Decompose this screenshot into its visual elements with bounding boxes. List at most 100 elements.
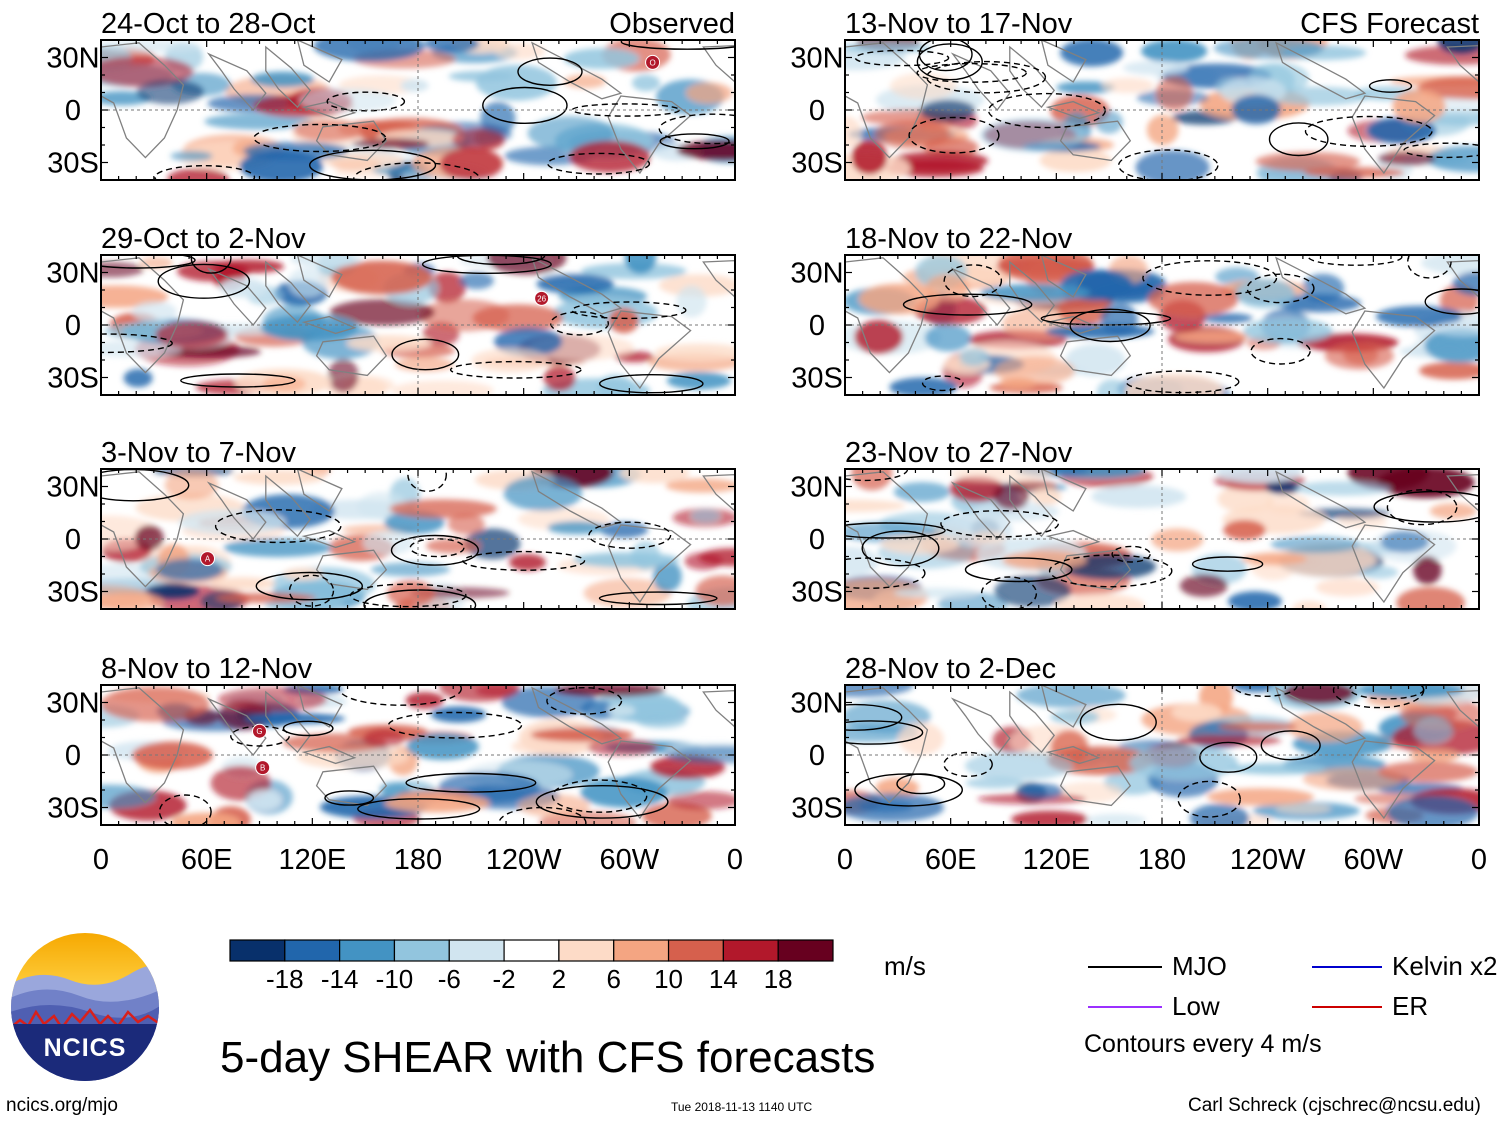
- colorbar-swatch: [339, 939, 396, 962]
- continent-outline: [296, 255, 343, 298]
- shear-cell: [1265, 479, 1300, 495]
- y-tick-label: 0: [65, 95, 81, 127]
- coastlines: [101, 469, 735, 604]
- mjo-contour-negative: [921, 375, 964, 392]
- shear-cell: [448, 70, 514, 82]
- continent-outline: [607, 95, 692, 175]
- shear-cell: [157, 345, 262, 359]
- panel-source-label: CFS Forecast: [1300, 8, 1479, 40]
- footer-credit: Carl Schreck (cjschrec@ncsu.edu): [1188, 1095, 1481, 1116]
- shear-cell: [101, 686, 210, 722]
- logo-text: NCICS: [44, 1034, 127, 1062]
- legend-line-kelvin: [1312, 966, 1382, 968]
- shear-cell: [1177, 734, 1281, 746]
- panel-ticks: [844, 684, 1480, 826]
- continent-outline: [1351, 310, 1436, 390]
- shear-cell: [1424, 328, 1479, 363]
- continent-outline: [1009, 690, 1056, 754]
- storm-label: O: [649, 58, 655, 67]
- continent-outline: [301, 315, 357, 335]
- mjo-contour-negative: [407, 469, 447, 492]
- shear-cell: [387, 580, 436, 607]
- storm-marker: B: [255, 760, 271, 776]
- colorbar-tick-label: -10: [375, 964, 414, 994]
- continent-outline: [296, 40, 343, 83]
- shear-cell: [1419, 361, 1479, 380]
- legend-line-low: [1088, 1006, 1162, 1008]
- colorbar-units: m/s: [884, 951, 926, 981]
- colorbar-tick-label: 6: [606, 964, 621, 994]
- shear-cell: [980, 118, 1087, 152]
- y-tick-label: 30S: [791, 363, 843, 395]
- x-tick-label: 120E: [1022, 844, 1090, 876]
- mjo-contour-positive: [1373, 490, 1479, 523]
- continent-outline: [607, 740, 692, 820]
- shear-cell: [363, 728, 406, 749]
- continent-outline: [1274, 470, 1367, 529]
- shear-cell: [487, 255, 567, 275]
- footer-site[interactable]: ncics.org/mjo: [6, 1095, 118, 1116]
- shear-cell: [123, 368, 153, 388]
- coastlines: [845, 469, 1479, 604]
- panel-period-label: 28-Nov to 2-Dec: [845, 653, 1056, 685]
- shear-cell: [352, 138, 430, 150]
- shear-cell: [893, 482, 951, 502]
- continent-outline: [1045, 529, 1101, 549]
- shear-cell: [1129, 746, 1239, 781]
- shear-cell: [950, 469, 1053, 482]
- shear-cell: [1179, 574, 1228, 597]
- shear-cell: [845, 499, 906, 513]
- shear-cell: [1147, 281, 1239, 317]
- mjo-contour-negative: [1142, 260, 1278, 296]
- shear-cell: [854, 320, 903, 354]
- shear-cell: [1396, 586, 1465, 609]
- x-tick-label: 60E: [181, 844, 233, 876]
- shear-cell: [1255, 151, 1361, 172]
- continent-outline: [702, 44, 735, 83]
- shear-cell: [959, 348, 990, 366]
- map-panels: O 24-Oct to 28-Oct Observed 30N 0 30S 26 29-Oct…: [46, 8, 1487, 876]
- continent-outline: [315, 335, 388, 377]
- shear-cell: [676, 285, 707, 318]
- continent-outline: [1274, 686, 1367, 745]
- y-tick-label: 0: [65, 524, 81, 556]
- shear-cell: [1055, 593, 1146, 609]
- shear-cell: [472, 304, 564, 332]
- panel-period-label: 8-Nov to 12-Nov: [101, 653, 313, 685]
- y-tick-label: 0: [809, 740, 825, 772]
- mjo-contour-negative: [925, 60, 1047, 94]
- colorbar-swatch: [448, 939, 505, 962]
- mjo-contour-negative: [449, 360, 582, 379]
- x-tick-label: 0: [1471, 844, 1487, 876]
- shear-cell: [1380, 530, 1430, 553]
- shear-cell: [370, 562, 451, 577]
- y-tick-label: 30S: [47, 363, 99, 395]
- shear-cell: [685, 82, 733, 104]
- shear-cell: [1413, 717, 1453, 744]
- mjo-contour-positive: [916, 43, 983, 81]
- mjo-contour-positive: [1199, 741, 1258, 773]
- panel-period-label: 24-Oct to 28-Oct: [101, 8, 315, 40]
- mjo-contour-positive: [1079, 703, 1157, 741]
- colorbar-swatch: [722, 939, 779, 962]
- shear-cell: [666, 791, 735, 810]
- shear-cell: [178, 509, 286, 535]
- shear-cell: [1241, 553, 1307, 565]
- shear-cell: [262, 304, 325, 340]
- shear-cell: [1039, 148, 1112, 173]
- shear-cell: [1235, 278, 1295, 309]
- shear-cell: [890, 151, 989, 171]
- shear-cell: [893, 587, 978, 599]
- shear-cell: [298, 88, 396, 113]
- shear-cell: [518, 794, 590, 818]
- shear-anomaly-field: [101, 255, 735, 395]
- y-tick-label: 30N: [790, 43, 843, 75]
- storm-label: G: [256, 727, 262, 736]
- panel-ticks: [100, 684, 736, 826]
- shear-cell: [223, 538, 332, 558]
- colorbar-swatch: [284, 939, 341, 962]
- shear-cell: [851, 139, 888, 175]
- continent-outline: [265, 260, 312, 324]
- mjo-contour-negative: [1250, 337, 1311, 365]
